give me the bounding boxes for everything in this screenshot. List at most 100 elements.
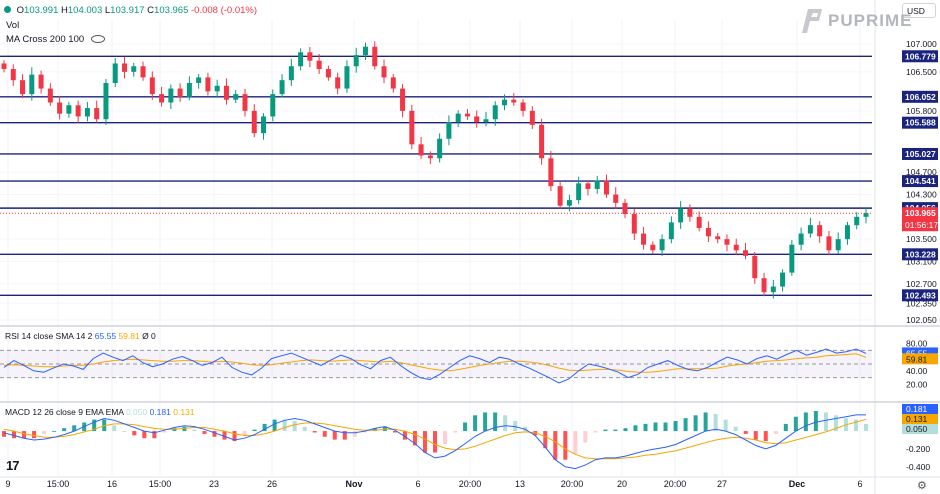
time-axis-label: 6: [415, 479, 420, 489]
macd-histogram-bar: [322, 431, 327, 437]
currency-selector[interactable]: USD: [902, 3, 936, 18]
candle-body: [631, 214, 637, 234]
candle-body: [678, 208, 684, 223]
macd-histogram-bar: [753, 431, 758, 440]
macd-histogram-bar: [623, 428, 628, 432]
macd-histogram-bar: [412, 431, 417, 446]
currency-label: USD: [907, 5, 925, 16]
level-label-box: [902, 248, 938, 261]
time-axis-label: 13: [515, 479, 525, 489]
high-value: 104.003: [67, 5, 103, 16]
macd-histogram-bar: [152, 431, 157, 439]
level-label-box: [902, 116, 938, 129]
macd-histogram-bar: [643, 423, 648, 432]
candle-body: [214, 85, 220, 92]
macd-histogram-bar: [503, 415, 508, 432]
candle-body: [705, 227, 711, 237]
visibility-eye-icon[interactable]: [90, 35, 105, 44]
candle-body: [205, 77, 211, 92]
candle-body: [622, 202, 628, 215]
candle-body: [696, 216, 702, 228]
macd-histogram-bar: [122, 431, 127, 432]
rsi-legend-title: RSI 14 close SMA 14 2: [5, 331, 95, 341]
settings-gear-icon[interactable]: ⚙: [917, 480, 927, 492]
macd-histogram-bar: [473, 415, 478, 432]
candle-body: [594, 180, 600, 189]
macd-histogram-bar: [563, 431, 568, 460]
candle-body: [159, 94, 165, 103]
volume-label[interactable]: Vol: [6, 20, 20, 31]
candle-body: [668, 222, 674, 240]
macd-histogram-bar: [232, 431, 237, 442]
time-axis-label: Nov: [345, 479, 362, 489]
candle-body: [288, 66, 294, 81]
macd-histogram-bar: [443, 431, 448, 444]
macd-value-box: [902, 424, 938, 434]
candle-body: [94, 108, 100, 120]
candle-body: [279, 80, 285, 95]
level-label-box: [902, 147, 938, 160]
candle-body: [418, 144, 424, 156]
macd-histogram-bar: [142, 431, 147, 439]
macd-histogram-bar: [693, 415, 698, 432]
macd-histogram-bar: [573, 431, 578, 454]
candle-body: [641, 233, 647, 245]
candle-body: [29, 74, 35, 95]
candle-body: [75, 105, 81, 117]
macd-histogram-bar: [713, 413, 718, 432]
time-axis-label: Dec: [789, 479, 806, 489]
candle-body: [770, 286, 776, 293]
close-value: 103.965: [154, 5, 189, 16]
level-label-box: [902, 289, 938, 302]
candle-body: [362, 46, 368, 56]
macd-axis-label: -0.400: [906, 462, 930, 472]
macd-histogram-bar: [763, 431, 768, 442]
candle-body: [807, 225, 813, 234]
ma-cross-legend[interactable]: MA Cross 200 100: [6, 34, 105, 45]
candle-body: [103, 82, 109, 120]
rsi-axis-label: 20.00: [906, 379, 928, 389]
time-axis-label: 9: [5, 479, 10, 489]
macd-histogram-bar: [182, 426, 187, 432]
time-axis-label: 20: [617, 479, 627, 489]
brand-logo: PUPRIME: [798, 7, 912, 35]
level-label: 105.027: [905, 149, 936, 159]
macd-histogram-bar: [603, 429, 608, 432]
candle-body: [539, 124, 545, 159]
market-open-icon: [4, 6, 11, 13]
macd-histogram-bar: [352, 431, 357, 437]
macd-histogram-bar: [302, 426, 307, 432]
candle-body: [789, 244, 795, 273]
macd-histogram-bar: [22, 431, 27, 439]
macd-histogram-bar: [292, 421, 297, 432]
macd-histogram-bar: [463, 422, 468, 432]
candle-body: [325, 69, 331, 78]
time-axis-label: 16: [107, 479, 117, 489]
macd-histogram-bar: [853, 419, 858, 432]
candle-body: [10, 69, 16, 81]
macd-histogram-bar: [433, 431, 437, 453]
macd-histogram-bar: [2, 431, 6, 437]
macd-histogram-bar: [202, 431, 207, 434]
macd-histogram-bar: [864, 423, 868, 432]
countdown-label: 01:56:17: [905, 220, 938, 230]
level-label: 104.541: [905, 176, 936, 186]
candle-body: [566, 200, 572, 206]
price-axis-label: 102.700: [906, 279, 937, 289]
candle-body: [381, 66, 387, 78]
level-label: 103.228: [905, 249, 936, 259]
candle-body: [437, 138, 443, 159]
candle-body: [761, 278, 767, 293]
candle-body: [316, 60, 322, 70]
time-axis-label: 26: [267, 479, 277, 489]
candle-body: [659, 239, 665, 251]
macd-histogram-bar: [112, 425, 117, 432]
level-label-box: [902, 50, 938, 63]
time-axis-label: 15:00: [47, 479, 70, 489]
macd-histogram-bar: [132, 431, 137, 436]
candle-body: [798, 233, 804, 245]
level-label: 102.493: [905, 290, 936, 300]
macd-histogram-bar: [783, 423, 788, 432]
candle-body: [520, 102, 526, 111]
